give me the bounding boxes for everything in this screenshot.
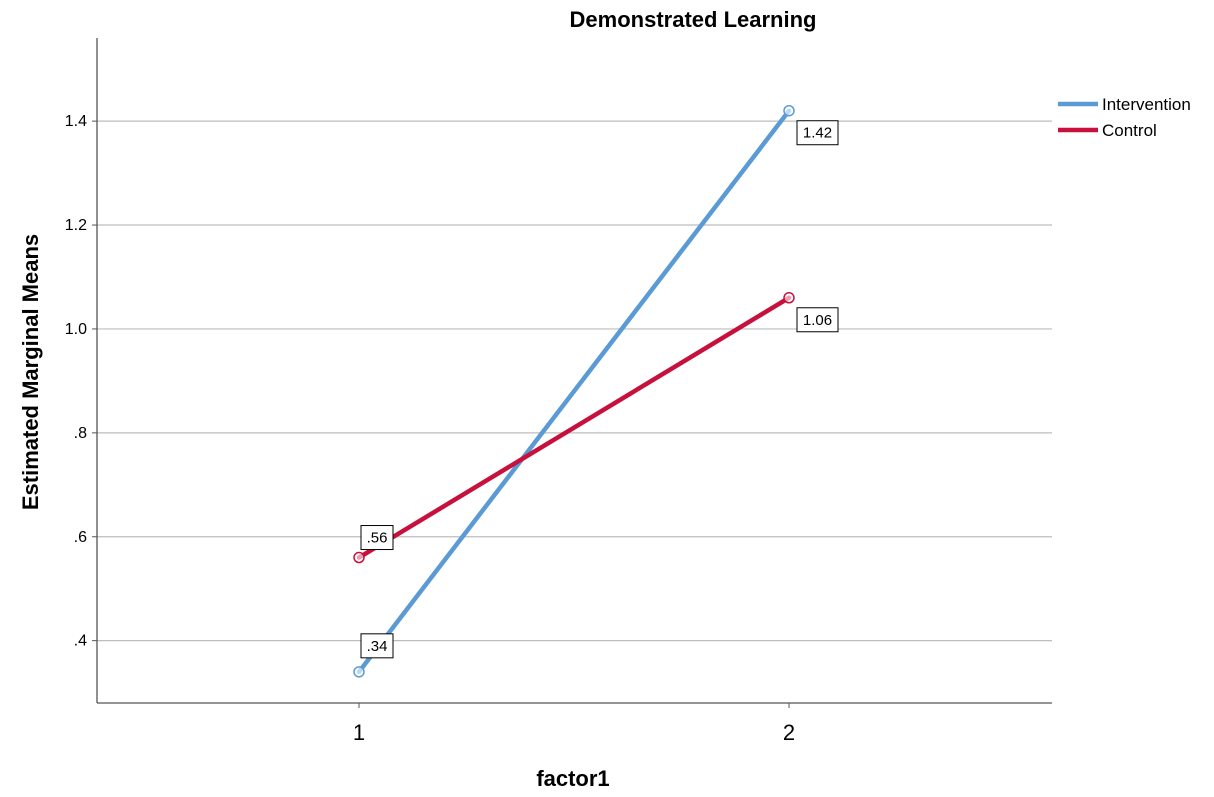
gridlines	[97, 120, 1052, 642]
data-label: 1.42	[796, 120, 839, 146]
y-tick-label: .6	[74, 529, 87, 546]
y-tick-label: .4	[74, 633, 87, 650]
x-tick-label: 2	[783, 720, 795, 745]
legend-label: Control	[1102, 121, 1157, 140]
data-label-text: .34	[367, 638, 388, 655]
data-point-intervention	[783, 104, 795, 117]
series-line-control	[356, 295, 792, 560]
x-tick-label: 1	[353, 720, 365, 745]
data-point-control	[783, 292, 795, 304]
y-tick-label: 1.0	[65, 321, 87, 338]
series-lines	[353, 104, 795, 678]
legend-label: Intervention	[1102, 95, 1191, 114]
data-label-text: 1.06	[803, 312, 832, 329]
y-axis-title: Estimated Marginal Means	[18, 234, 43, 510]
axes	[96, 38, 1052, 704]
data-label-box	[796, 307, 839, 333]
data-label-box	[360, 633, 394, 659]
series-line-intervention	[356, 108, 792, 675]
data-label-box	[360, 525, 394, 551]
data-label: .56	[360, 525, 394, 551]
data-point-control	[353, 551, 365, 564]
y-tick-label: 1.4	[65, 113, 87, 130]
x-axis-title: factor1	[536, 766, 609, 791]
data-labels: .34 1.42 .56 1.06	[360, 120, 839, 659]
data-label-text: .56	[367, 530, 388, 547]
data-point-intervention	[353, 666, 365, 678]
chart-title: Demonstrated Learning	[570, 7, 817, 32]
data-label-text: 1.42	[803, 125, 832, 142]
data-label: 1.06	[796, 307, 839, 333]
data-label: .34	[360, 633, 394, 659]
y-tick-label: 1.2	[65, 217, 87, 234]
legend: Intervention Control	[1058, 95, 1191, 140]
y-ticks: .4 .6 .8 1.0 1.2 1.4	[65, 113, 97, 650]
y-tick-label: .8	[74, 425, 87, 442]
data-label-box	[796, 120, 839, 146]
